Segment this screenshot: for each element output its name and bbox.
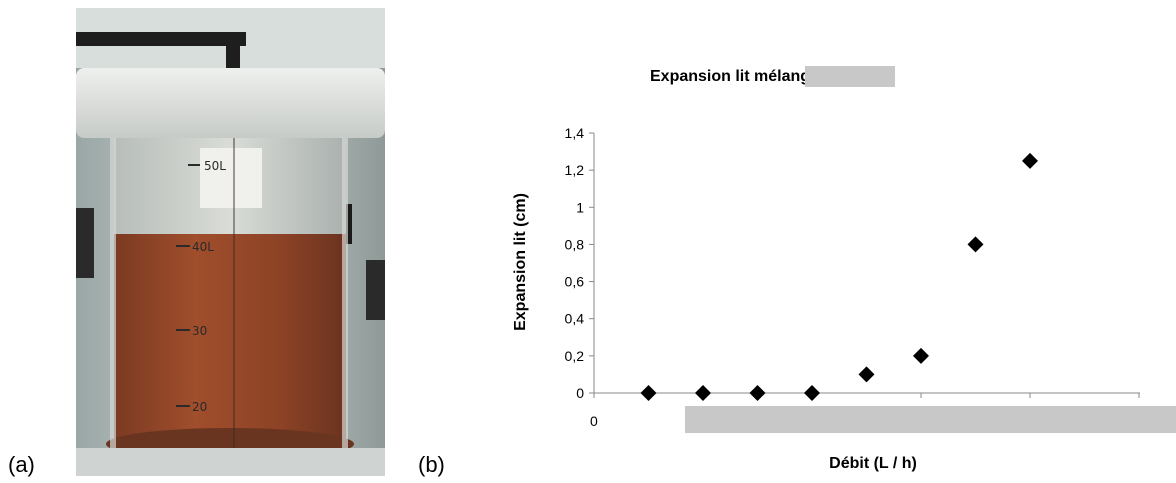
data-point-5	[913, 347, 929, 364]
y-tick-label: 0,6	[565, 274, 585, 290]
x-tick-label-0: 0	[590, 413, 598, 429]
y-ticks: 0 0,2 0,4 0,6 0,8 1 1,2 1,4	[565, 125, 594, 401]
column-edge-right	[342, 138, 348, 448]
graduation-labels: 50L 40L 30 20	[192, 159, 226, 414]
y-tick-label: 0	[576, 385, 584, 401]
data-points	[640, 152, 1038, 401]
data-point-2	[749, 385, 766, 401]
column-lid	[76, 68, 385, 138]
graduation-label-30: 30	[192, 324, 207, 338]
title-redaction	[805, 66, 895, 87]
reactor-photo: 50L 40L 30 20	[76, 8, 385, 476]
data-point-1	[695, 385, 711, 401]
graduation-marks	[176, 164, 200, 407]
pipe-vertical	[226, 32, 240, 72]
scatter-chart: Expansion lit mélangé + sable Expansion …	[512, 66, 1176, 472]
y-tick-label: 1,4	[565, 125, 585, 141]
column-edge-left	[110, 138, 116, 448]
pipe-left	[76, 208, 94, 278]
y-tick-label: 1	[576, 199, 584, 215]
label-paper	[200, 148, 262, 208]
sand-bed	[114, 234, 346, 446]
pipe-right	[366, 260, 385, 320]
y-tick-label: 1,2	[565, 162, 585, 178]
column-base	[76, 448, 385, 476]
x-ticks	[593, 393, 1140, 398]
data-point-7	[1022, 152, 1038, 169]
data-point-4	[858, 366, 875, 383]
graduation-label-40l: 40L	[192, 240, 214, 254]
y-tick-label: 0,4	[565, 311, 585, 327]
x-axis-redaction	[685, 406, 1176, 433]
graduation-label-20: 20	[192, 400, 207, 414]
panel-label-b: (b)	[418, 452, 445, 477]
y-tick-label: 0,8	[565, 236, 585, 252]
data-point-6	[967, 236, 984, 253]
y-tick-label: 0,2	[565, 348, 585, 364]
pipe-top	[76, 32, 246, 46]
data-point-0	[640, 385, 657, 401]
panel-label-a: (a)	[8, 452, 35, 477]
data-point-3	[804, 385, 820, 401]
graduation-label-50l: 50L	[204, 159, 226, 173]
y-axis-title: Expansion lit (cm)	[512, 193, 529, 331]
x-axis-title: Débit (L / h)	[829, 455, 917, 472]
